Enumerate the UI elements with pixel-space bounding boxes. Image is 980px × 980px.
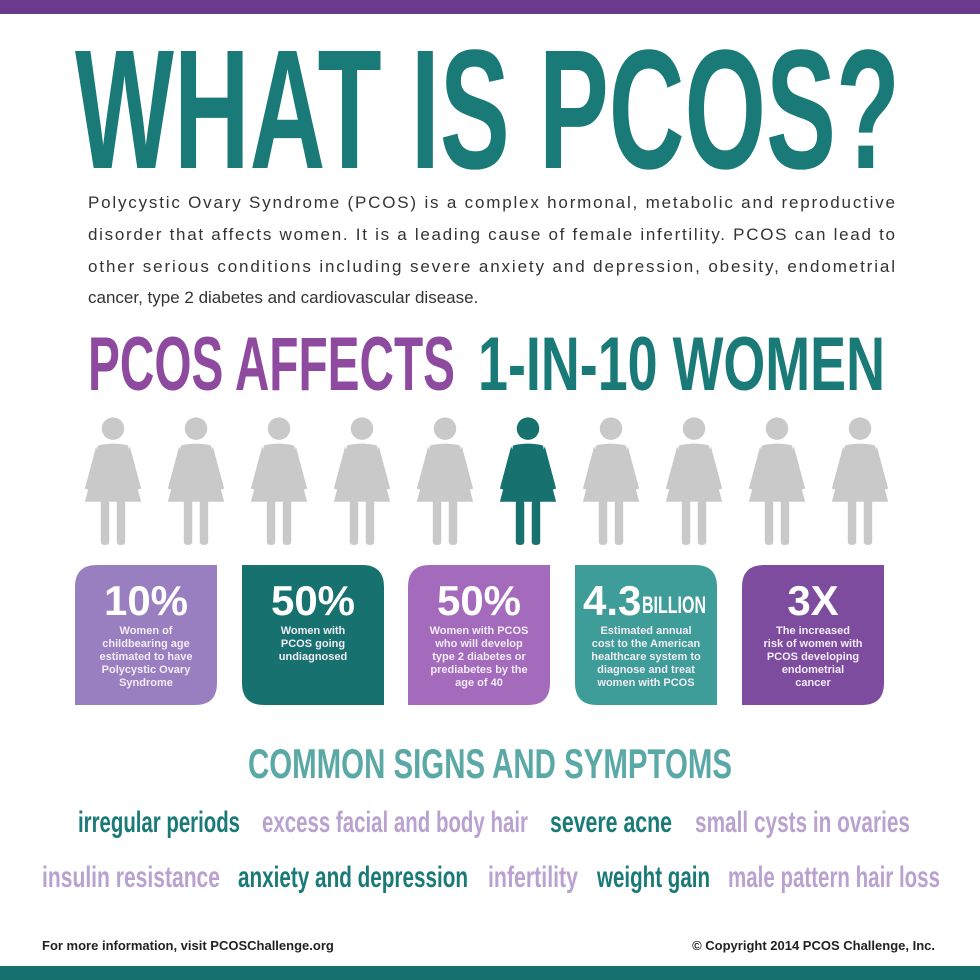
stat-description: cancer <box>795 677 831 689</box>
figure <box>250 417 308 545</box>
figure <box>582 417 640 545</box>
stat-description: women with PCOS <box>596 677 694 689</box>
stat-figure: 4.3 <box>583 577 641 624</box>
stat-description: estimated to have <box>100 651 193 663</box>
stat-box <box>742 565 884 705</box>
footer-left: For more information, visit PCOSChalleng… <box>42 938 334 953</box>
intro-line: disorder that affects women. It is a lea… <box>88 225 895 244</box>
stat-description: risk of women with <box>763 638 862 650</box>
symptoms-title: COMMON SIGNS AND SYMPTOMS <box>248 740 732 787</box>
stat-description: Estimated annual <box>600 625 691 637</box>
figure <box>167 417 225 545</box>
stat-description: childbearing age <box>102 638 189 650</box>
stat-description: PCOS going <box>281 638 345 650</box>
stat-description: Women of <box>120 625 173 637</box>
headline-right: 1-IN-10 WOMEN <box>478 322 885 407</box>
symptoms: irregular periods excess facial and body … <box>42 806 940 894</box>
figure <box>84 417 142 545</box>
stat-description: Women with PCOS <box>430 625 529 637</box>
stat-description: undiagnosed <box>279 651 347 663</box>
stat-description: PCOS developing <box>767 651 859 663</box>
symptom: weight gain <box>596 861 710 894</box>
symptom: small cysts in ovaries <box>695 806 910 839</box>
headline-left: PCOS AFFECTS <box>88 322 455 407</box>
symptom: severe acne <box>550 806 672 839</box>
figure <box>748 417 806 545</box>
stat-description: cost to the American <box>592 638 701 650</box>
stat-box <box>575 565 717 705</box>
symptom: excess facial and body hair <box>262 806 528 839</box>
stat-box <box>75 565 217 705</box>
symptom: irregular periods <box>78 806 240 839</box>
stat-description: prediabetes by the <box>430 664 527 676</box>
figure <box>416 417 474 545</box>
stat-figure: 10% <box>104 577 188 624</box>
title: WHAT IS PCOS? <box>75 15 900 205</box>
symptom: infertility <box>488 861 578 894</box>
stat-description: endometrial <box>782 664 844 676</box>
symptom: male pattern hair loss <box>728 861 940 894</box>
figure <box>665 417 723 545</box>
top-bar <box>0 0 980 14</box>
stat-description: healthcare system to <box>591 651 701 663</box>
stat-description: Polycystic Ovary <box>102 664 192 676</box>
stat-box <box>242 565 384 705</box>
bottom-bar <box>0 966 980 980</box>
figure <box>333 417 391 545</box>
stat-figure: 3X <box>787 577 838 624</box>
stat-figure: 50% <box>437 577 521 624</box>
stat-description: type 2 diabetes or <box>432 651 526 663</box>
footer-right: © Copyright 2014 PCOS Challenge, Inc. <box>692 938 935 953</box>
symptom: insulin resistance <box>42 861 220 894</box>
stat-box <box>408 565 550 705</box>
stat-description: who will develop <box>434 638 523 650</box>
stat-description: Syndrome <box>119 677 173 689</box>
figure <box>831 417 889 545</box>
stat-description: The increased <box>776 625 850 637</box>
stat-description: Women with <box>281 625 346 637</box>
figure-highlight <box>499 417 557 545</box>
stat-unit: BILLION <box>642 592 706 619</box>
intro-line: other serious conditions including sever… <box>88 257 895 276</box>
figures <box>84 417 889 545</box>
stat-figure: 50% <box>271 577 355 624</box>
intro-line: cancer, type 2 diabetes and cardiovascul… <box>88 288 478 307</box>
stat-description: diagnose and treat <box>597 664 695 676</box>
stat-description: age of 40 <box>455 677 503 689</box>
symptom: anxiety and depression <box>238 861 468 894</box>
intro-line: Polycystic Ovary Syndrome (PCOS) is a co… <box>88 193 895 212</box>
